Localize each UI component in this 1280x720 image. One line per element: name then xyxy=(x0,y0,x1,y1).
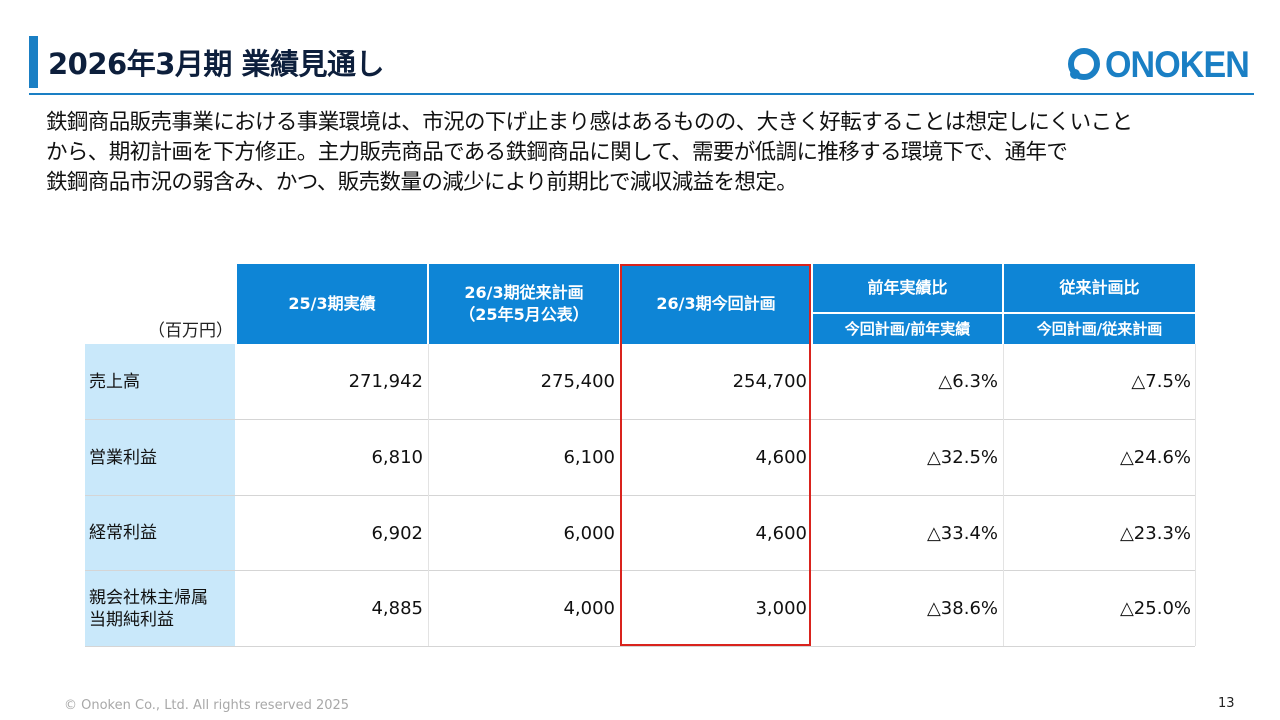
cell-net-current-plan: 3,000 xyxy=(755,598,807,619)
page-title: 2026年3月期 業績見通し xyxy=(48,47,385,81)
cell-op-prior-plan: 6,100 xyxy=(563,447,615,468)
header-vs-plan: 従来計画比 xyxy=(1004,264,1195,312)
column-divider xyxy=(1195,344,1196,646)
cell-op-yoy: △32.5% xyxy=(926,447,998,468)
column-divider xyxy=(428,344,429,646)
row-divider xyxy=(85,570,1195,571)
header-current-plan: 26/3期今回計画 xyxy=(621,264,811,344)
logo-ring-icon xyxy=(1068,48,1100,80)
row-label-operating-profit: 営業利益 xyxy=(85,420,235,495)
summary-line: 鉄鋼商品販売事業における事業環境は、市況の下げ止まり感はあるものの、大きく好転す… xyxy=(46,110,1133,135)
copyright: © Onoken Co., Ltd. All rights reserved 2… xyxy=(64,698,350,713)
unit-label: （百万円） xyxy=(148,321,233,341)
summary-line: から、期初計画を下方修正。主力販売商品である鉄鋼商品に関して、需要が低調に推移す… xyxy=(46,140,1068,165)
cell-sales-vs-plan: △7.5% xyxy=(1131,371,1191,392)
header-yoy: 前年実績比 xyxy=(813,264,1002,312)
cell-op-vs-plan: △24.6% xyxy=(1119,447,1191,468)
cell-ord-yoy: △33.4% xyxy=(926,522,998,544)
cell-sales-prior-plan: 275,400 xyxy=(540,371,615,392)
header-prior-plan-line1: 26/3期従来計画 xyxy=(464,283,584,302)
cell-sales-actual: 271,942 xyxy=(348,371,423,392)
summary-line: 鉄鋼商品市況の弱含み、かつ、販売数量の減少により前期比で減収減益を想定。 xyxy=(46,170,798,195)
cell-net-actual: 4,885 xyxy=(371,598,423,619)
page-number: 13 xyxy=(1218,696,1235,711)
summary-text: 鉄鋼商品販売事業における事業環境は、市況の下げ止まり感はあるものの、大きく好転す… xyxy=(46,108,1246,198)
header-actual: 25/3期実績 xyxy=(237,264,427,344)
row-label-net-income: 親会社株主帰属 当期純利益 xyxy=(85,571,235,646)
cell-ord-current-plan: 4,600 xyxy=(755,522,807,544)
row-label-ordinary-profit: 経常利益 xyxy=(85,496,235,570)
table-bottom-border xyxy=(85,646,1195,647)
cell-net-yoy: △38.6% xyxy=(926,598,998,619)
cell-sales-current-plan: 254,700 xyxy=(732,371,807,392)
header-yoy-sub: 今回計画/前年実績 xyxy=(813,314,1002,344)
column-divider xyxy=(1003,344,1004,646)
header-prior-plan: 26/3期従来計画 （25年5月公表） xyxy=(429,264,619,344)
cell-ord-prior-plan: 6,000 xyxy=(563,522,615,544)
logo-wordmark: ONOKEN xyxy=(1105,43,1250,85)
row-divider xyxy=(85,495,1195,496)
company-logo: ONOKEN xyxy=(1066,44,1261,84)
header-vs-plan-sub: 今回計画/従来計画 xyxy=(1004,314,1195,344)
title-accent-bar xyxy=(29,36,38,88)
cell-sales-yoy: △6.3% xyxy=(938,371,998,392)
cell-op-actual: 6,810 xyxy=(371,447,423,468)
cell-net-prior-plan: 4,000 xyxy=(563,598,615,619)
row-label-sales: 売上高 xyxy=(85,344,235,419)
cell-op-current-plan: 4,600 xyxy=(755,447,807,468)
cell-ord-actual: 6,902 xyxy=(371,522,423,544)
cell-net-vs-plan: △25.0% xyxy=(1119,598,1191,619)
header-prior-plan-line2: （25年5月公表） xyxy=(459,305,589,324)
header-divider xyxy=(29,93,1254,95)
row-divider xyxy=(85,419,1195,420)
cell-ord-vs-plan: △23.3% xyxy=(1119,522,1191,544)
